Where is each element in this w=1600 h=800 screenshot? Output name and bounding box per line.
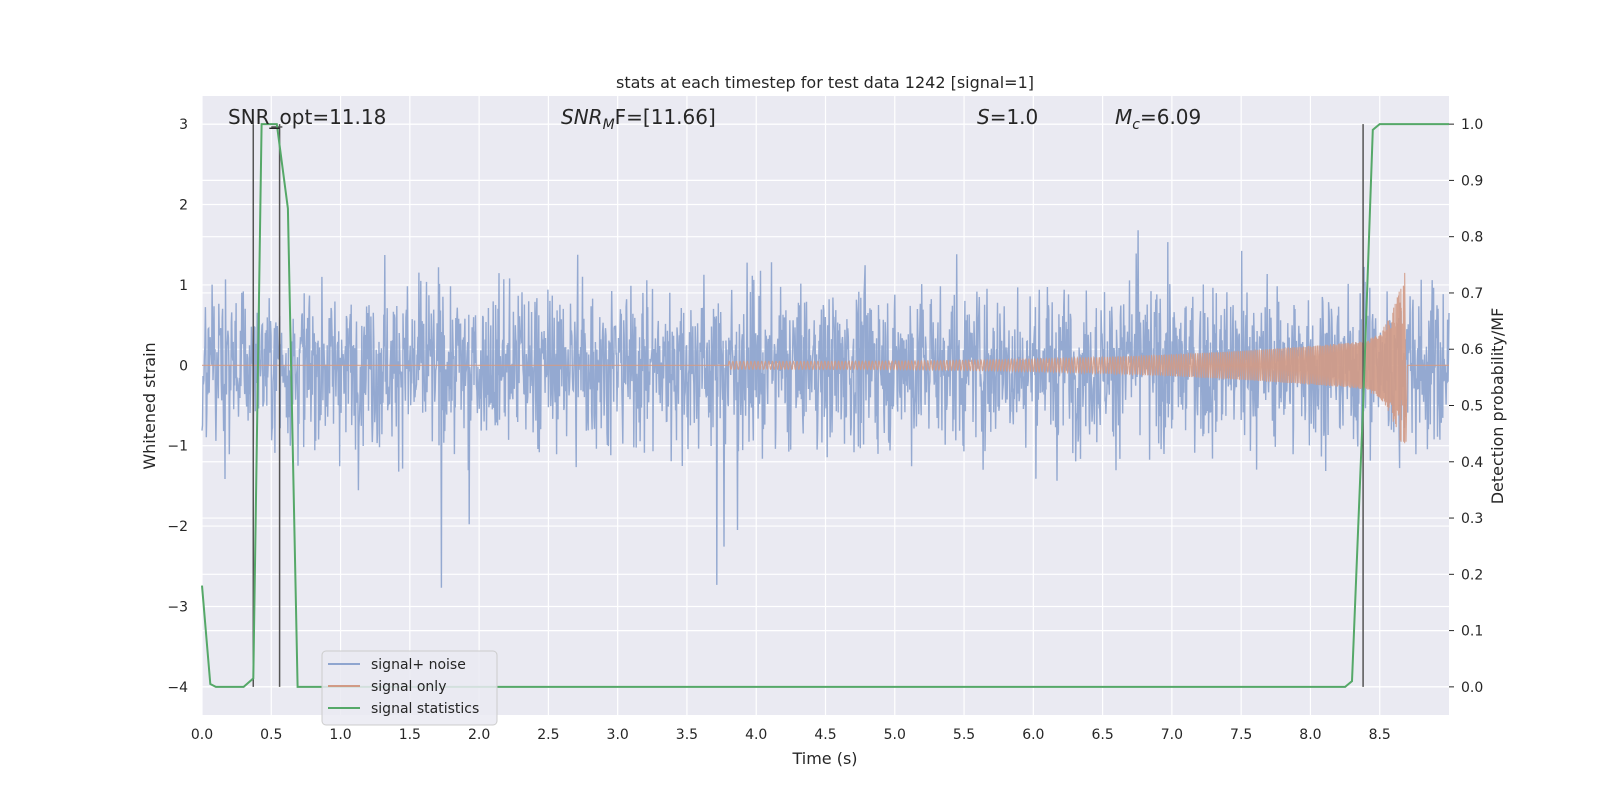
annotation-snr-mf: SNRMF=[11.66] xyxy=(561,105,716,133)
x-tick-label: 4.0 xyxy=(745,727,767,743)
annotation-mc-symbol: M xyxy=(1115,105,1132,129)
annotation-mc-value: =6.09 xyxy=(1140,105,1201,129)
y2-tick-label: 0.1 xyxy=(1461,624,1483,640)
y2-tick-label: 0.3 xyxy=(1461,511,1483,527)
x-tick-label: 7.0 xyxy=(1161,727,1183,743)
legend-label-signal-noise: signal+ noise xyxy=(371,657,466,673)
signal-noise-line xyxy=(201,230,1450,588)
y-tick-label: 1 xyxy=(179,278,188,294)
y2-tick-label: 1.0 xyxy=(1461,117,1483,133)
annotation-s-value: =1.0 xyxy=(990,105,1039,129)
y-tick-label: 0 xyxy=(179,358,188,374)
y-axis-label: Whitened strain xyxy=(140,342,159,469)
x-tick-label: 6.0 xyxy=(1022,727,1044,743)
annotation-snr-mf-subscript: M xyxy=(603,117,615,133)
y-tick-label: 2 xyxy=(179,198,188,214)
y-tick-label: −1 xyxy=(167,439,188,455)
x-tick-label: 2.5 xyxy=(537,727,559,743)
x-axis-ticks: 0.0 0.5 1.0 1.5 2.0 2.5 3.0 3.5 4.0 4.5 5.0 5.5 6.0 6… xyxy=(191,727,1391,743)
y-tick-label: −3 xyxy=(167,599,188,615)
x-tick-label: 4.5 xyxy=(814,727,836,743)
legend-box xyxy=(321,650,498,726)
x-tick-label: 1.0 xyxy=(329,727,351,743)
y2-tick-label: 0.9 xyxy=(1461,173,1483,189)
y2-tick-label: 0.7 xyxy=(1461,286,1483,302)
y2-axis-label: Detection probability/MF xyxy=(1488,308,1507,505)
y2-tick-label: 0.4 xyxy=(1461,455,1483,471)
y2-axis-ticks: 1.0 0.9 0.8 0.7 0.6 0.5 0.4 0.3 0.2 0.1 0.0 xyxy=(1449,117,1483,696)
y2-tick-label: 0.8 xyxy=(1461,230,1483,246)
annotation-mc-subscript: c xyxy=(1132,117,1140,133)
x-tick-label: 3.5 xyxy=(676,727,698,743)
x-tick-label: 8.0 xyxy=(1299,727,1321,743)
y2-tick-label: 0.0 xyxy=(1461,680,1483,696)
y-tick-label: 3 xyxy=(179,117,188,133)
x-tick-label: 3.0 xyxy=(607,727,629,743)
x-tick-label: 7.5 xyxy=(1230,727,1252,743)
legend: signal+ noise signal only signal statist… xyxy=(321,650,498,726)
x-tick-label: 6.5 xyxy=(1091,727,1113,743)
x-tick-label: 0.0 xyxy=(191,727,213,743)
y2-tick-label: 0.5 xyxy=(1461,399,1483,415)
x-tick-label: 5.0 xyxy=(884,727,906,743)
y-axis-ticks: 3 2 1 0 −1 −2 −3 −4 xyxy=(167,117,188,696)
y-tick-label: −2 xyxy=(167,519,188,535)
x-tick-label: 2.0 xyxy=(468,727,490,743)
annotation-snr-mf-value: F=[11.66] xyxy=(615,105,716,129)
legend-label-signal-statistics: signal statistics xyxy=(371,701,479,717)
signal-only-line xyxy=(202,272,1449,444)
y-tick-label: −4 xyxy=(167,680,188,696)
x-tick-label: 1.5 xyxy=(399,727,421,743)
y2-tick-label: 0.6 xyxy=(1461,342,1483,358)
annotation-snr-opt: SNR_opt=11.18 xyxy=(228,105,386,129)
annotation-s: S=1.0 xyxy=(977,105,1038,129)
y2-tick-label: 0.2 xyxy=(1461,567,1483,583)
annotation-s-symbol: S xyxy=(977,105,990,129)
series-signal-noise xyxy=(201,230,1450,588)
series-signal-only xyxy=(202,272,1449,444)
x-axis-label: Time (s) xyxy=(791,749,857,768)
x-tick-label: 0.5 xyxy=(260,727,282,743)
x-tick-label: 8.5 xyxy=(1369,727,1391,743)
legend-label-signal-only: signal only xyxy=(371,679,446,695)
annotation-mc: Mc=6.09 xyxy=(1115,105,1201,133)
annotation-snr-mf-symbol: SNR xyxy=(561,105,603,129)
x-tick-label: 5.5 xyxy=(953,727,975,743)
chart-title: stats at each timestep for test data 124… xyxy=(616,73,1034,92)
